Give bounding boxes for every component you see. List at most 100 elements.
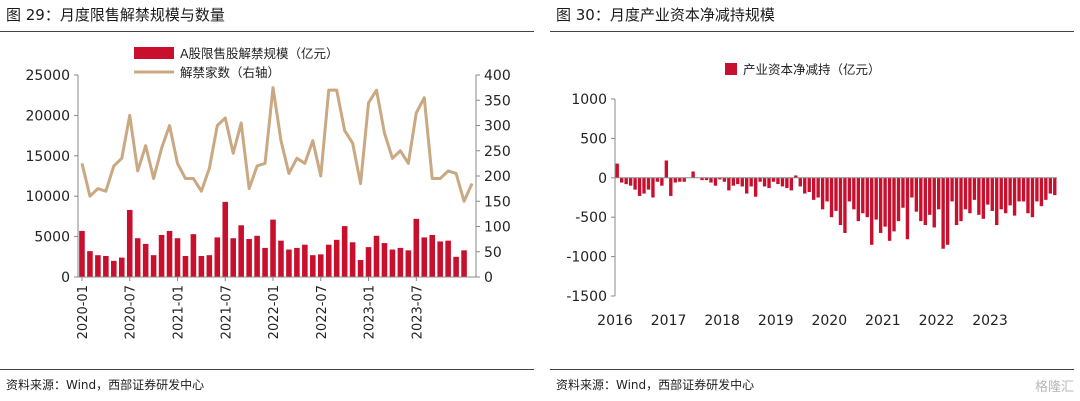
bar (740, 177, 744, 187)
source-divider (550, 369, 1074, 370)
bar (158, 234, 165, 277)
bar (341, 226, 348, 277)
bar (79, 230, 85, 277)
bar (389, 249, 396, 277)
bar (941, 177, 945, 249)
bar (646, 177, 651, 190)
x-tick-label: 2022-07 (315, 285, 330, 339)
bar (959, 177, 963, 222)
bar (333, 239, 340, 277)
bar (838, 177, 843, 226)
bar (182, 255, 189, 277)
bar (794, 175, 798, 178)
bar (1035, 177, 1039, 202)
chart-title: 图 29：月度限售解禁规模与数量 (6, 6, 225, 24)
bar (190, 234, 197, 277)
x-tick-label: 2023-07 (410, 285, 425, 339)
bar (198, 255, 205, 277)
bar (776, 177, 780, 185)
bar (892, 177, 896, 232)
bar (103, 255, 109, 277)
bar (928, 177, 932, 215)
y-tick-label-right: 350 (484, 93, 511, 109)
title-divider (550, 31, 1074, 32)
bar (923, 177, 927, 226)
bar (981, 177, 986, 219)
x-tick-label: 2019 (758, 313, 794, 329)
bar (651, 177, 655, 198)
bar (803, 177, 807, 194)
legend-swatch-bar (725, 63, 737, 75)
bar (1008, 177, 1012, 206)
bar (936, 177, 941, 210)
bar (901, 177, 905, 208)
bar (785, 177, 789, 189)
series-line (80, 86, 474, 203)
bar (628, 177, 633, 186)
bar (834, 177, 838, 211)
y-tick-label: -500 (575, 210, 607, 226)
bar (1039, 177, 1044, 207)
bar (349, 242, 356, 277)
bar (238, 225, 244, 277)
bar (932, 177, 936, 228)
bar (214, 237, 221, 277)
bar (1048, 177, 1052, 194)
bar (954, 177, 959, 226)
bar (633, 177, 637, 190)
y-tick-label-right: 250 (484, 144, 511, 160)
legend-label: A股限售股解禁规模（亿元） (180, 46, 339, 61)
chart-title: 图 30：月度产业资本净减持规模 (556, 6, 775, 24)
bar (816, 177, 820, 198)
x-tick-label: 2020-01 (76, 285, 91, 339)
bar (317, 254, 324, 277)
bar (910, 177, 914, 198)
bar (111, 260, 117, 277)
bar (673, 177, 677, 183)
y-tick-label-left: 0 (61, 270, 70, 286)
bar (727, 177, 731, 191)
bar (950, 177, 954, 202)
x-tick-label: 2022-01 (267, 285, 282, 339)
bar (637, 177, 642, 196)
bar (325, 244, 332, 277)
bar (883, 177, 887, 227)
bar (861, 177, 865, 214)
y-tick-label-right: 0 (484, 270, 493, 286)
bar (856, 177, 861, 222)
bar (655, 177, 660, 182)
bar (1012, 177, 1017, 216)
bar (254, 235, 260, 277)
bar (678, 177, 682, 182)
bar (914, 177, 919, 212)
bar (758, 177, 762, 182)
y-tick-label-left: 15000 (25, 149, 70, 165)
y-tick-label-right: 50 (484, 245, 502, 261)
bar (691, 171, 695, 178)
y-tick-label-left: 20000 (25, 108, 70, 124)
y-tick-label-left: 10000 (25, 189, 70, 205)
legend-swatch-bar (134, 47, 174, 59)
bar (405, 250, 412, 277)
x-tick-label: 2020 (811, 313, 847, 329)
bar (302, 244, 308, 277)
bar (986, 177, 990, 205)
bar (246, 239, 252, 277)
bar (972, 177, 977, 200)
bar (664, 160, 669, 178)
x-tick-label: 2020-07 (124, 285, 139, 339)
y-tick-label-right: 300 (484, 119, 511, 135)
bar (722, 177, 727, 182)
source-note: 资料来源：Wind，西部证券研发中心 (556, 378, 755, 392)
bar (270, 219, 276, 277)
bar (767, 177, 771, 189)
bar (865, 177, 869, 218)
bar (294, 247, 300, 277)
source-note: 资料来源：Wind，西部证券研发中心 (6, 378, 205, 392)
bar (461, 250, 467, 277)
y-tick-label-right: 400 (484, 68, 511, 84)
bar (700, 177, 704, 181)
bar (126, 209, 133, 277)
bar (437, 241, 443, 277)
bar (789, 177, 794, 191)
